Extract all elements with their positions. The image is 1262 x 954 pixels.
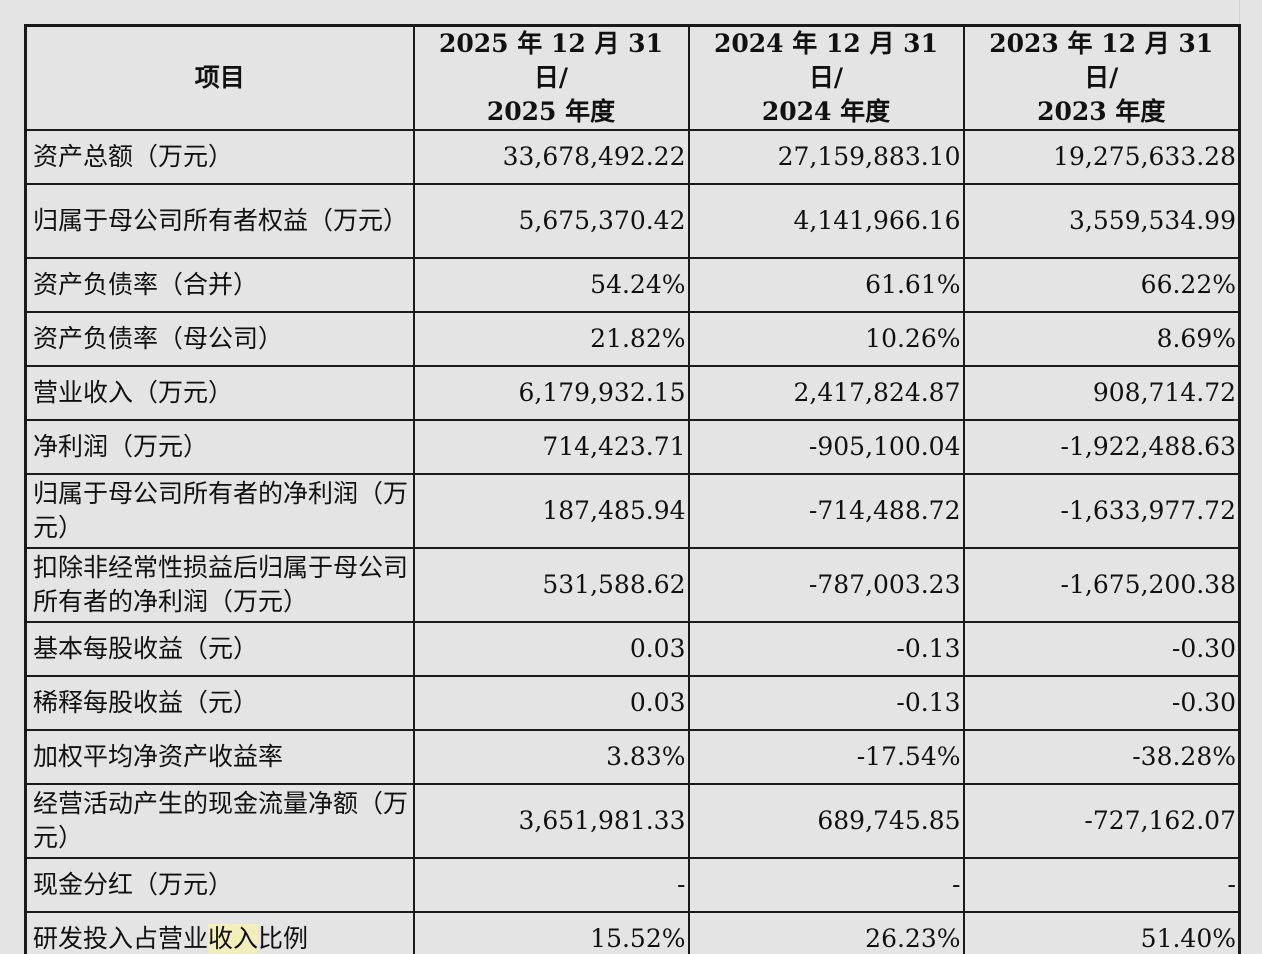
row-value: - [962, 857, 1241, 913]
row-value: 187,485.94 [412, 473, 690, 549]
table-row: 营业收入（万元） 6,179,932.15 2,417,824.87 908,714.… [24, 365, 1241, 421]
financial-summary-table: 项目 2025 年 12 月 31 日/2025 年度 2024 年 12 月 … [24, 24, 1241, 954]
row-value: 26.23% [687, 911, 965, 954]
row-value: -0.13 [687, 675, 965, 731]
row-label: 资产总额（万元） [24, 129, 415, 185]
table-row: 基本每股收益（元） 0.03 -0.13 -0.30 [24, 621, 1241, 677]
row-label: 归属于母公司所有者的净利润（万元） [24, 473, 415, 549]
row-value: 3.83% [412, 729, 690, 785]
row-value: 3,651,981.33 [412, 783, 690, 859]
page-edge-line [1239, 0, 1240, 954]
table-row: 扣除非经常性损益后归属于母公司所有者的净利润（万元） 531,588.62 -787… [24, 547, 1241, 623]
row-value: 0.03 [412, 675, 690, 731]
row-label: 资产负债率（母公司） [24, 311, 415, 367]
row-value: -1,922,488.63 [962, 419, 1241, 475]
row-value: -0.30 [962, 621, 1241, 677]
header-2023: 2023 年 12 月 31 日/2023 年度 [962, 24, 1241, 131]
header-item: 项目 [24, 24, 415, 131]
row-label: 净利润（万元） [24, 419, 415, 475]
row-value: 6,179,932.15 [412, 365, 690, 421]
table-row: 经营活动产生的现金流量净额（万元） 3,651,981.33 689,745.85-… [24, 783, 1241, 859]
table-row: 资产负债率（合并） 54.24% 61.61% 66.22% [24, 257, 1241, 313]
row-value: 51.40% [962, 911, 1241, 954]
row-label: 营业收入（万元） [24, 365, 415, 421]
row-value: -727,162.07 [962, 783, 1241, 859]
row-value: 908,714.72 [962, 365, 1241, 421]
row-value: -905,100.04 [687, 419, 965, 475]
row-label: 归属于母公司所有者权益（万元） [24, 183, 415, 259]
row-label: 稀释每股收益（元） [24, 675, 415, 731]
row-label: 现金分红（万元） [24, 857, 415, 913]
table-row: 资产负债率（母公司） 21.82% 10.26% 8.69% [24, 311, 1241, 367]
row-value: -1,633,977.72 [962, 473, 1241, 549]
row-value: 689,745.85 [687, 783, 965, 859]
row-value: - [412, 857, 690, 913]
row-label: 加权平均净资产收益率 [24, 729, 415, 785]
table-row: 净利润（万元） 714,423.71 -905,100.04 -1,922,488.6… [24, 419, 1241, 475]
row-value: 4,141,966.16 [687, 183, 965, 259]
row-value: 27,159,883.10 [687, 129, 965, 185]
row-value: 8.69% [962, 311, 1241, 367]
row-value: -1,675,200.38 [962, 547, 1241, 623]
row-value: -17.54% [687, 729, 965, 785]
highlighted-text: 收入 [208, 924, 259, 953]
row-value: 61.61% [687, 257, 965, 313]
row-value: 33,678,492.22 [412, 129, 690, 185]
row-label: 资产负债率（合并） [24, 257, 415, 313]
table-row: 归属于母公司所有者的净利润（万元） 187,485.94 -714,488.72 -1… [24, 473, 1241, 549]
table-row: 加权平均净资产收益率 3.83% -17.54% -38.28% [24, 729, 1241, 785]
row-label: 扣除非经常性损益后归属于母公司所有者的净利润（万元） [24, 547, 415, 623]
row-value: 19,275,633.28 [962, 129, 1241, 185]
table-row: 稀释每股收益（元） 0.03 -0.13 -0.30 [24, 675, 1241, 731]
row-value: 66.22% [962, 257, 1241, 313]
row-value: 531,588.62 [412, 547, 690, 623]
header-2024: 2024 年 12 月 31 日/2024 年度 [687, 24, 965, 131]
table-row: 资产总额（万元） 33,678,492.22 27,159,883.10 19,275… [24, 129, 1241, 185]
row-label: 经营活动产生的现金流量净额（万元） [24, 783, 415, 859]
table-header-row: 项目 2025 年 12 月 31 日/2025 年度 2024 年 12 月 … [24, 24, 1241, 131]
table-row: 归属于母公司所有者权益（万元） 5,675,370.42 4,141,966.16 3… [24, 183, 1241, 259]
row-value: 10.26% [687, 311, 965, 367]
row-value: 3,559,534.99 [962, 183, 1241, 259]
table-row: 研发投入占营业收入比例 15.52% 26.23% 51.40% [24, 911, 1241, 954]
row-value: -787,003.23 [687, 547, 965, 623]
row-label: 基本每股收益（元） [24, 621, 415, 677]
header-2025: 2025 年 12 月 31 日/2025 年度 [412, 24, 690, 131]
row-value: 5,675,370.42 [412, 183, 690, 259]
row-value: -0.30 [962, 675, 1241, 731]
row-value: 21.82% [412, 311, 690, 367]
row-value: - [687, 857, 965, 913]
row-label: 研发投入占营业收入比例 [24, 911, 415, 954]
row-value: 2,417,824.87 [687, 365, 965, 421]
table-row: 现金分红（万元） - - - [24, 857, 1241, 913]
row-value: 714,423.71 [412, 419, 690, 475]
row-value: -38.28% [962, 729, 1241, 785]
row-value: 54.24% [412, 257, 690, 313]
row-value: -0.13 [687, 621, 965, 677]
row-value: 15.52% [412, 911, 690, 954]
row-value: 0.03 [412, 621, 690, 677]
row-value: -714,488.72 [687, 473, 965, 549]
